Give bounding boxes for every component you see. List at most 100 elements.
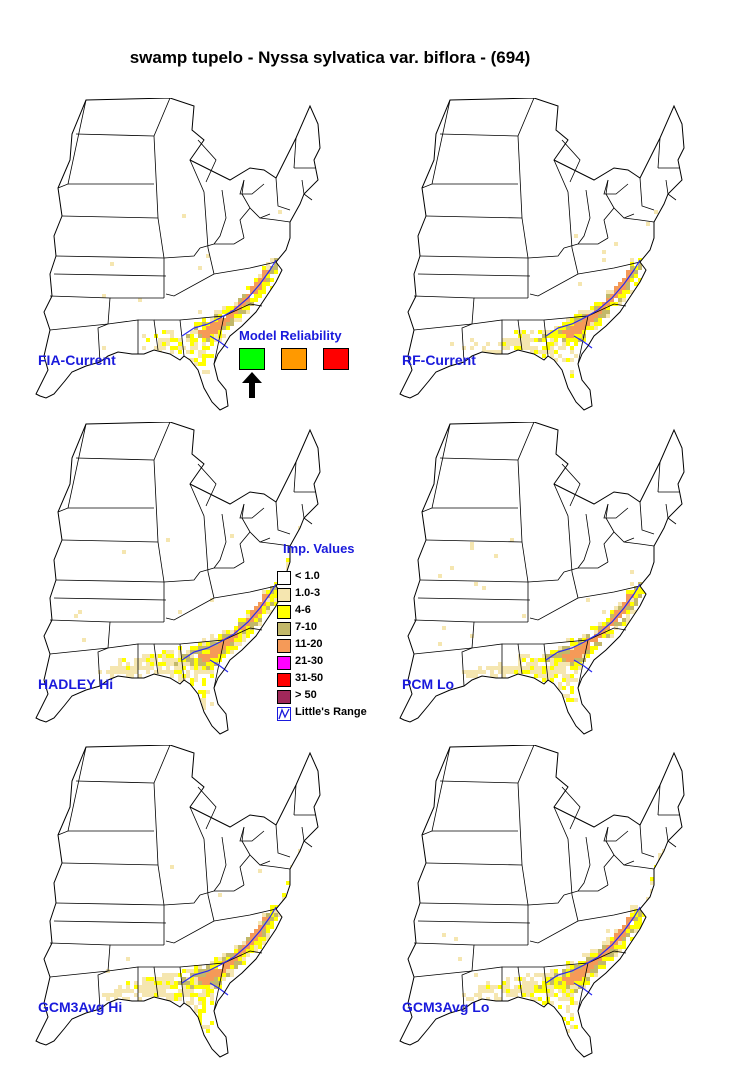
importance-cell [150,993,154,997]
importance-cell [598,322,602,326]
importance-cell [614,937,618,941]
importance-cell [202,654,206,658]
importance-cell [270,658,274,662]
importance-cell [538,989,542,993]
importance-cell [190,338,194,342]
importance-cell [226,642,230,646]
importance-cell [466,674,470,678]
importance-cell [106,670,110,674]
importance-cell [166,658,170,662]
importance-cell [550,354,554,358]
importance-cell [606,626,610,630]
importance-cell [542,678,546,682]
importance-cell [554,981,558,985]
importance-cell [562,342,566,346]
importance-cell [122,550,126,554]
importance-cell [162,993,166,997]
importance-cell [602,949,606,953]
importance-cell [566,330,570,334]
importance-cell [194,342,198,346]
importance-cell [126,666,130,670]
legend-label: 11-20 [295,638,323,650]
importance-cell [538,666,542,670]
importance-cell [590,318,594,322]
importance-cell [638,278,642,282]
importance-cell [554,338,558,342]
importance-cell [202,638,206,642]
importance-cell [570,326,574,330]
importance-cell [210,642,214,646]
importance-cell [238,306,242,310]
importance-cell [630,905,634,909]
importance-cell [634,590,638,594]
importance-cell [630,913,634,917]
importance-cell [118,670,122,674]
reliability-medium-box [281,348,307,370]
importance-cell [558,977,562,981]
importance-cell [622,618,626,622]
importance-cell [262,606,266,610]
importance-cell [214,638,218,642]
importance-cell [186,334,190,338]
importance-cell [178,610,182,614]
importance-cell [222,318,226,322]
importance-cell [590,949,594,953]
importance-cell [222,326,226,330]
importance-cell [574,1025,578,1029]
importance-cell [114,997,118,1001]
importance-cell [258,622,262,626]
importance-cell [206,1025,210,1029]
importance-cell [182,985,186,989]
importance-cell [222,654,226,658]
importance-cell [194,346,198,350]
importance-cell [198,977,202,981]
importance-cell [490,666,494,670]
importance-cell [222,310,226,314]
importance-cell [242,294,246,298]
importance-cell [214,310,218,314]
importance-cell [222,634,226,638]
importance-cell [582,338,586,342]
importance-cell [578,646,582,650]
importance-cell [602,626,606,630]
importance-cell [626,917,630,921]
importance-cell [486,350,490,354]
importance-cell [578,638,582,642]
importance-cell [118,658,122,662]
importance-cell [134,670,138,674]
importance-cell [242,638,246,642]
importance-cell [606,310,610,314]
importance-cell [638,590,642,594]
importance-cell [178,350,182,354]
importance-cell [574,338,578,342]
importance-cell [534,662,538,666]
importance-cell [198,666,202,670]
importance-cell [126,670,130,674]
importance-cell [570,965,574,969]
importance-cell [266,278,270,282]
importance-cell [586,326,590,330]
importance-cell [194,358,198,362]
importance-cell [230,973,234,977]
importance-cell [466,670,470,674]
importance-cell [218,650,222,654]
importance-cell [166,666,170,670]
importance-cell [170,865,174,869]
importance-cell [598,642,602,646]
importance-cell [194,981,198,985]
importance-cell [602,634,606,638]
importance-cell [198,650,202,654]
importance-cell [226,953,230,957]
importance-cell [594,322,598,326]
us-east-map [399,422,685,735]
importance-cell [202,354,206,358]
importance-cell [602,941,606,945]
importance-cell [542,973,546,977]
importance-cell [562,997,566,1001]
importance-cell [630,258,634,262]
importance-cell [510,666,514,670]
importance-cell [574,654,578,658]
importance-cell [134,662,138,666]
importance-cell [202,702,206,706]
importance-cell [546,342,550,346]
